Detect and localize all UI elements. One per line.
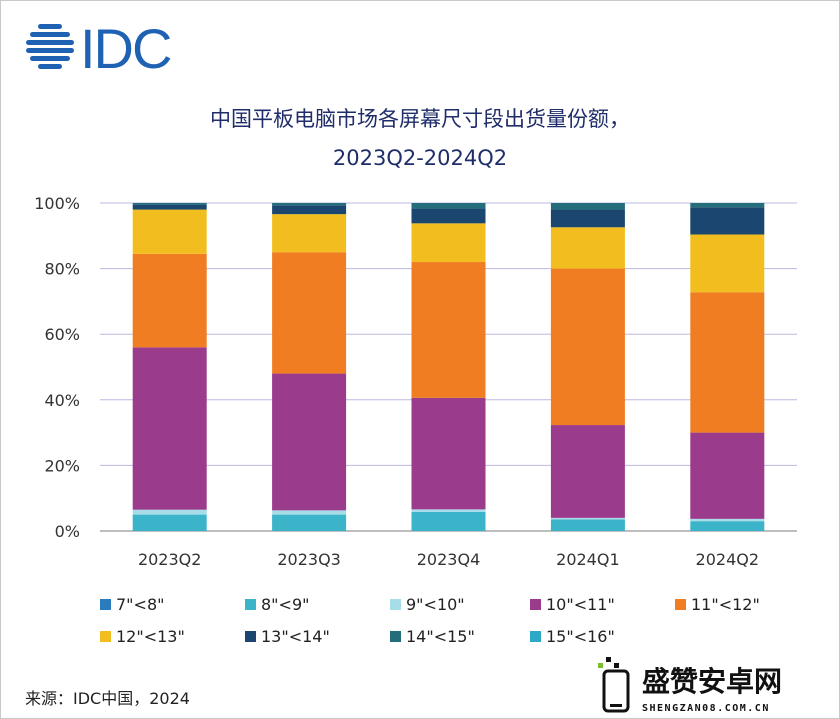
legend-swatch xyxy=(530,599,541,610)
bar-segment xyxy=(272,510,347,515)
bar-segment xyxy=(550,209,625,228)
legend-label: 13"<14" xyxy=(261,627,330,646)
legend-item: 10"<11" xyxy=(530,595,615,614)
bar-segment xyxy=(550,425,625,518)
bar-segment xyxy=(132,347,207,510)
y-tick-label: 80% xyxy=(44,260,80,279)
stacked-bar-chart: 0%20%40%60%80%100% 2023Q2 2023Q3 2023Q4 202… xyxy=(34,194,797,569)
idc-logo: IDC xyxy=(26,17,173,76)
legend-swatch xyxy=(390,631,401,642)
legend-item: 12"<13" xyxy=(100,627,185,646)
legend-label: 12"<13" xyxy=(116,627,185,646)
bar-segment xyxy=(132,509,207,515)
legend-swatch xyxy=(530,631,541,642)
x-axis-tick-labels: 2023Q2 2023Q3 2023Q4 2024Q1 2024Q2 xyxy=(138,550,759,569)
legend-item: 7"<8" xyxy=(100,595,164,614)
bar-segment xyxy=(411,223,486,263)
bar-segment xyxy=(690,518,765,522)
watermark-brand: 盛赞安卓网 xyxy=(642,665,782,698)
phone-icon xyxy=(598,657,630,713)
bar-segment xyxy=(411,262,486,398)
bar-segment xyxy=(411,203,486,209)
bar-segment xyxy=(272,205,347,215)
bar-segment xyxy=(690,234,765,293)
legend-swatch xyxy=(245,631,256,642)
legend-swatch xyxy=(100,631,111,642)
bar-segment xyxy=(411,397,486,510)
bar-segment xyxy=(550,203,625,210)
y-axis-tick-labels: 0% 20% 40% 60% 80% 100% xyxy=(34,194,80,541)
legend-item: 15"<16" xyxy=(530,627,615,646)
idc-logo-text: IDC xyxy=(80,17,171,76)
legend-item: 9"<10" xyxy=(390,595,465,614)
bar-segment xyxy=(550,519,625,531)
bar-segment xyxy=(132,203,207,205)
watermark-domain: SHENGZAN08.COM.CN xyxy=(642,703,770,714)
y-tick-label: 60% xyxy=(44,325,80,344)
legend-label: 11"<12" xyxy=(691,595,760,614)
bar-segment xyxy=(411,511,486,531)
legend-label: 10"<11" xyxy=(546,595,615,614)
y-tick-label: 20% xyxy=(44,456,80,475)
idc-globe-icon xyxy=(26,24,74,69)
x-tick-label: 2024Q1 xyxy=(556,550,620,569)
legend-item: 14"<15" xyxy=(390,627,475,646)
bar-segment xyxy=(132,209,207,254)
bar-segment xyxy=(411,208,486,224)
x-tick-label: 2023Q2 xyxy=(138,550,202,569)
y-tick-label: 100% xyxy=(34,194,80,213)
bar-segment xyxy=(272,252,347,374)
legend-label: 15"<16" xyxy=(546,627,615,646)
bar-segment xyxy=(272,514,347,531)
legend-item: 13"<14" xyxy=(245,627,330,646)
legend-swatch xyxy=(675,599,686,610)
bar-segment xyxy=(690,432,765,519)
legend-label: 9"<10" xyxy=(406,595,465,614)
bar-segment xyxy=(272,214,347,253)
bar-segment xyxy=(550,227,625,269)
legend-swatch xyxy=(245,599,256,610)
legend-label: 14"<15" xyxy=(406,627,475,646)
chart-title-line-1: 中国平板电脑市场各屏幕尺寸段出货量份额， xyxy=(210,107,630,131)
legend-label: 7"<8" xyxy=(116,595,165,614)
y-tick-label: 0% xyxy=(55,522,80,541)
bar-stacks xyxy=(132,203,765,531)
bar-segment xyxy=(550,517,625,520)
legend-item: 8"<9" xyxy=(245,595,309,614)
bar-segment xyxy=(132,253,207,348)
bar-segment xyxy=(132,514,207,531)
bar-segment xyxy=(690,203,765,208)
source-note: 来源：IDC中国，2024 xyxy=(25,689,190,708)
bar-segment xyxy=(690,207,765,235)
bar-segment xyxy=(690,292,765,433)
bar-segment xyxy=(550,268,625,426)
bar-segment xyxy=(132,204,207,210)
watermark: 盛赞安卓网 SHENGZAN08.COM.CN xyxy=(598,657,782,714)
x-tick-label: 2023Q3 xyxy=(277,550,341,569)
chart-title-line-2: 2023Q2-2024Q2 xyxy=(332,146,508,170)
legend-item: 11"<12" xyxy=(675,595,760,614)
bar-segment xyxy=(411,509,486,512)
legend-swatch xyxy=(100,599,111,610)
y-tick-label: 40% xyxy=(44,391,80,410)
legend-swatch xyxy=(390,599,401,610)
bar-segment xyxy=(272,373,347,511)
legend-label: 8"<9" xyxy=(261,595,310,614)
bar-segment xyxy=(272,203,347,206)
bar-segment xyxy=(690,521,765,531)
x-tick-label: 2023Q4 xyxy=(417,550,481,569)
x-tick-label: 2024Q2 xyxy=(696,550,760,569)
